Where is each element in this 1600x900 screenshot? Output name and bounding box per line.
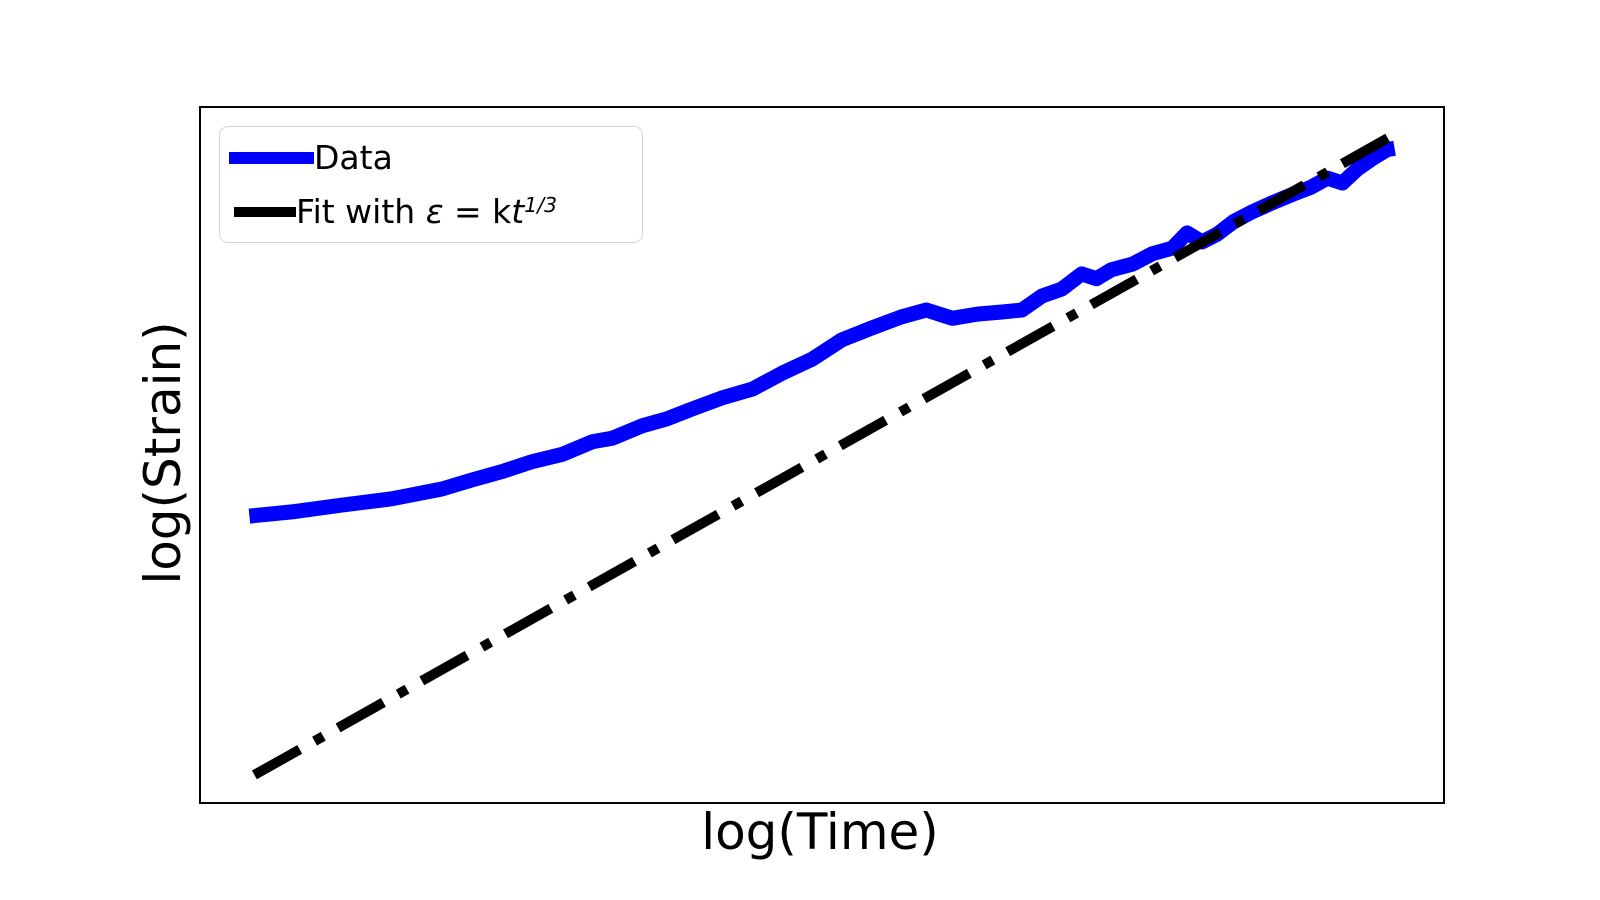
legend-label-data: Data (314, 138, 393, 177)
data-line-swatch (229, 151, 314, 164)
x-axis-label: log(Time) (701, 803, 939, 861)
legend-label-fit: Fit with ε = kt1/3 (296, 192, 558, 231)
legend: Data Fit with ε = kt1/3 (219, 126, 643, 243)
plot-area: Data Fit with ε = kt1/3 (199, 106, 1445, 804)
series-fit (251, 133, 1391, 780)
chart-canvas (248, 133, 1396, 780)
fit-line-swatch (234, 206, 296, 217)
legend-item-data: Data (220, 136, 642, 180)
y-axis-label: log(Strain) (134, 321, 192, 585)
legend-item-fit: Fit with ε = kt1/3 (220, 190, 642, 234)
